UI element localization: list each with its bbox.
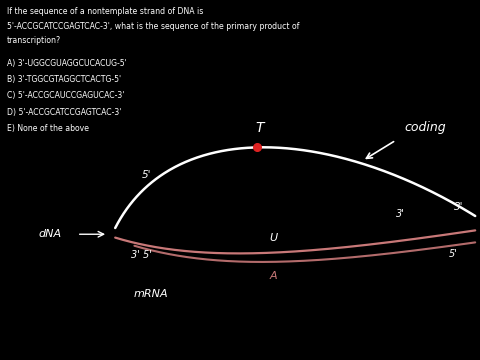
Text: D) 5'-ACCGCATCCGAGTCAC-3': D) 5'-ACCGCATCCGAGTCAC-3' xyxy=(7,108,121,117)
Text: T: T xyxy=(255,121,264,135)
Text: transcription?: transcription? xyxy=(7,36,61,45)
Text: 3' 5': 3' 5' xyxy=(131,250,152,260)
Text: A) 3'-UGGCGUAGGCUCACUG-5': A) 3'-UGGCGUAGGCUCACUG-5' xyxy=(7,59,127,68)
Text: 5'-ACCGCATCCGAGTCAC-3', what is the sequence of the primary product of: 5'-ACCGCATCCGAGTCAC-3', what is the sequ… xyxy=(7,22,300,31)
Text: U: U xyxy=(270,233,277,243)
Text: 5': 5' xyxy=(449,249,458,260)
Text: mRNA: mRNA xyxy=(134,289,168,299)
Text: coding: coding xyxy=(404,121,445,134)
Text: B) 3'-TGGCGTAGGCTCACTG-5': B) 3'-TGGCGTAGGCTCACTG-5' xyxy=(7,75,121,84)
Text: E) None of the above: E) None of the above xyxy=(7,124,89,133)
Text: A: A xyxy=(270,271,277,281)
Text: If the sequence of a nontemplate strand of DNA is: If the sequence of a nontemplate strand … xyxy=(7,7,204,16)
Text: C) 5'-ACCGCAUCCGAGUCAC-3': C) 5'-ACCGCAUCCGAGUCAC-3' xyxy=(7,91,125,100)
Text: 5': 5' xyxy=(142,170,151,180)
Text: dNA: dNA xyxy=(39,229,62,239)
Text: 3': 3' xyxy=(454,202,463,212)
Text: 3': 3' xyxy=(396,208,405,219)
